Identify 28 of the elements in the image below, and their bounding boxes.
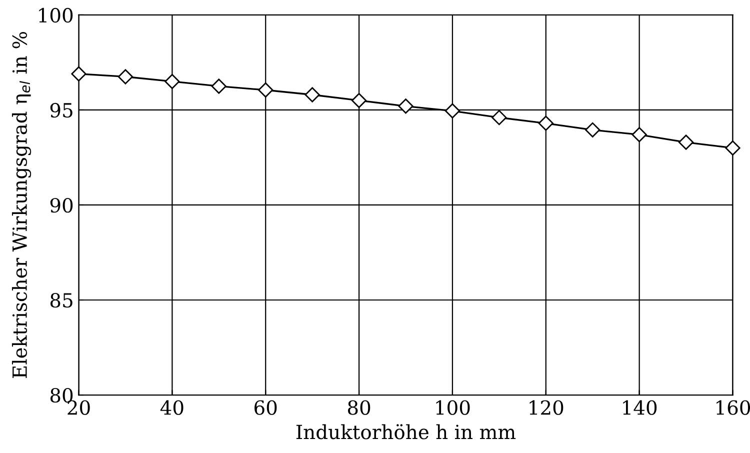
x-tick-label: 60 [254, 400, 277, 415]
point [71, 66, 86, 82]
x-tick-label: 40 [160, 400, 184, 415]
x-tick-label: 80 [348, 400, 370, 415]
point [304, 87, 320, 102]
point [678, 134, 694, 150]
y-axis-title: Elektrischer Wirkungsgrad η$_{el}$ in % [12, 32, 32, 378]
x-tick-label: 140 [623, 400, 657, 415]
x-axis-title: Induktorhöhe h in mm [296, 424, 516, 440]
y-tick-label: 85 [50, 292, 72, 308]
y-tick-label: 100 [39, 8, 73, 23]
point [258, 82, 274, 98]
point [538, 116, 554, 131]
point [211, 78, 226, 94]
y-tick-label: 95 [50, 102, 72, 118]
point [164, 74, 180, 90]
point [725, 140, 740, 156]
point [444, 103, 460, 118]
x-tick-label: 100 [436, 400, 470, 415]
point [351, 92, 367, 108]
point [492, 110, 507, 126]
x-tick-label: 120 [530, 400, 564, 415]
point [585, 122, 600, 138]
point [118, 69, 134, 84]
point [632, 127, 647, 142]
point [398, 98, 414, 114]
y-tick-label: 90 [50, 198, 73, 213]
x-tick-label: 160 [716, 400, 750, 415]
